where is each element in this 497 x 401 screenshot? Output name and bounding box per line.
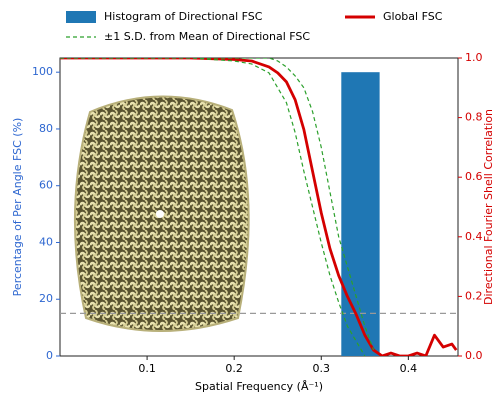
y2-axis-label: Directional Fourier Shell Correlation (482, 109, 495, 305)
density-map-image (75, 96, 249, 331)
legend-label: Global FSC (383, 10, 443, 23)
x-tick-label: 0.3 (313, 362, 331, 375)
y-axis-label: Percentage of Per Angle FSC (%) (11, 118, 24, 297)
y-tick-label: 0 (46, 349, 53, 362)
legend-label: ±1 S.D. from Mean of Directional FSC (104, 30, 310, 43)
x-tick-label: 0.2 (225, 362, 243, 375)
x-tick-label: 0.1 (138, 362, 156, 375)
x-tick-label: 0.4 (400, 362, 418, 375)
y-tick-label: 100 (32, 65, 53, 78)
y2-tick-label: 0.8 (465, 111, 483, 124)
y2-tick-label: 0.6 (465, 170, 483, 183)
legend-label: Histogram of Directional FSC (104, 10, 263, 23)
legend-swatch (66, 11, 96, 23)
y-tick-label: 40 (39, 235, 53, 248)
y2-tick-label: 0.4 (465, 230, 483, 243)
y2-tick-label: 1.0 (465, 51, 483, 64)
page: Spatial Frequency (Å⁻¹) Percentage of Pe… (0, 0, 497, 401)
y-tick-label: 80 (39, 122, 53, 135)
x-axis-label: Spatial Frequency (Å⁻¹) (195, 380, 323, 393)
legend: Histogram of Directional FSC Global FSC ±1… (66, 10, 443, 43)
y-tick-label: 60 (39, 179, 53, 192)
y2-tick-label: 0.0 (465, 349, 483, 362)
chart: Spatial Frequency (Å⁻¹) Percentage of Pe… (0, 0, 497, 401)
y2-tick-label: 0.2 (465, 289, 483, 302)
y-tick-label: 20 (39, 292, 53, 305)
